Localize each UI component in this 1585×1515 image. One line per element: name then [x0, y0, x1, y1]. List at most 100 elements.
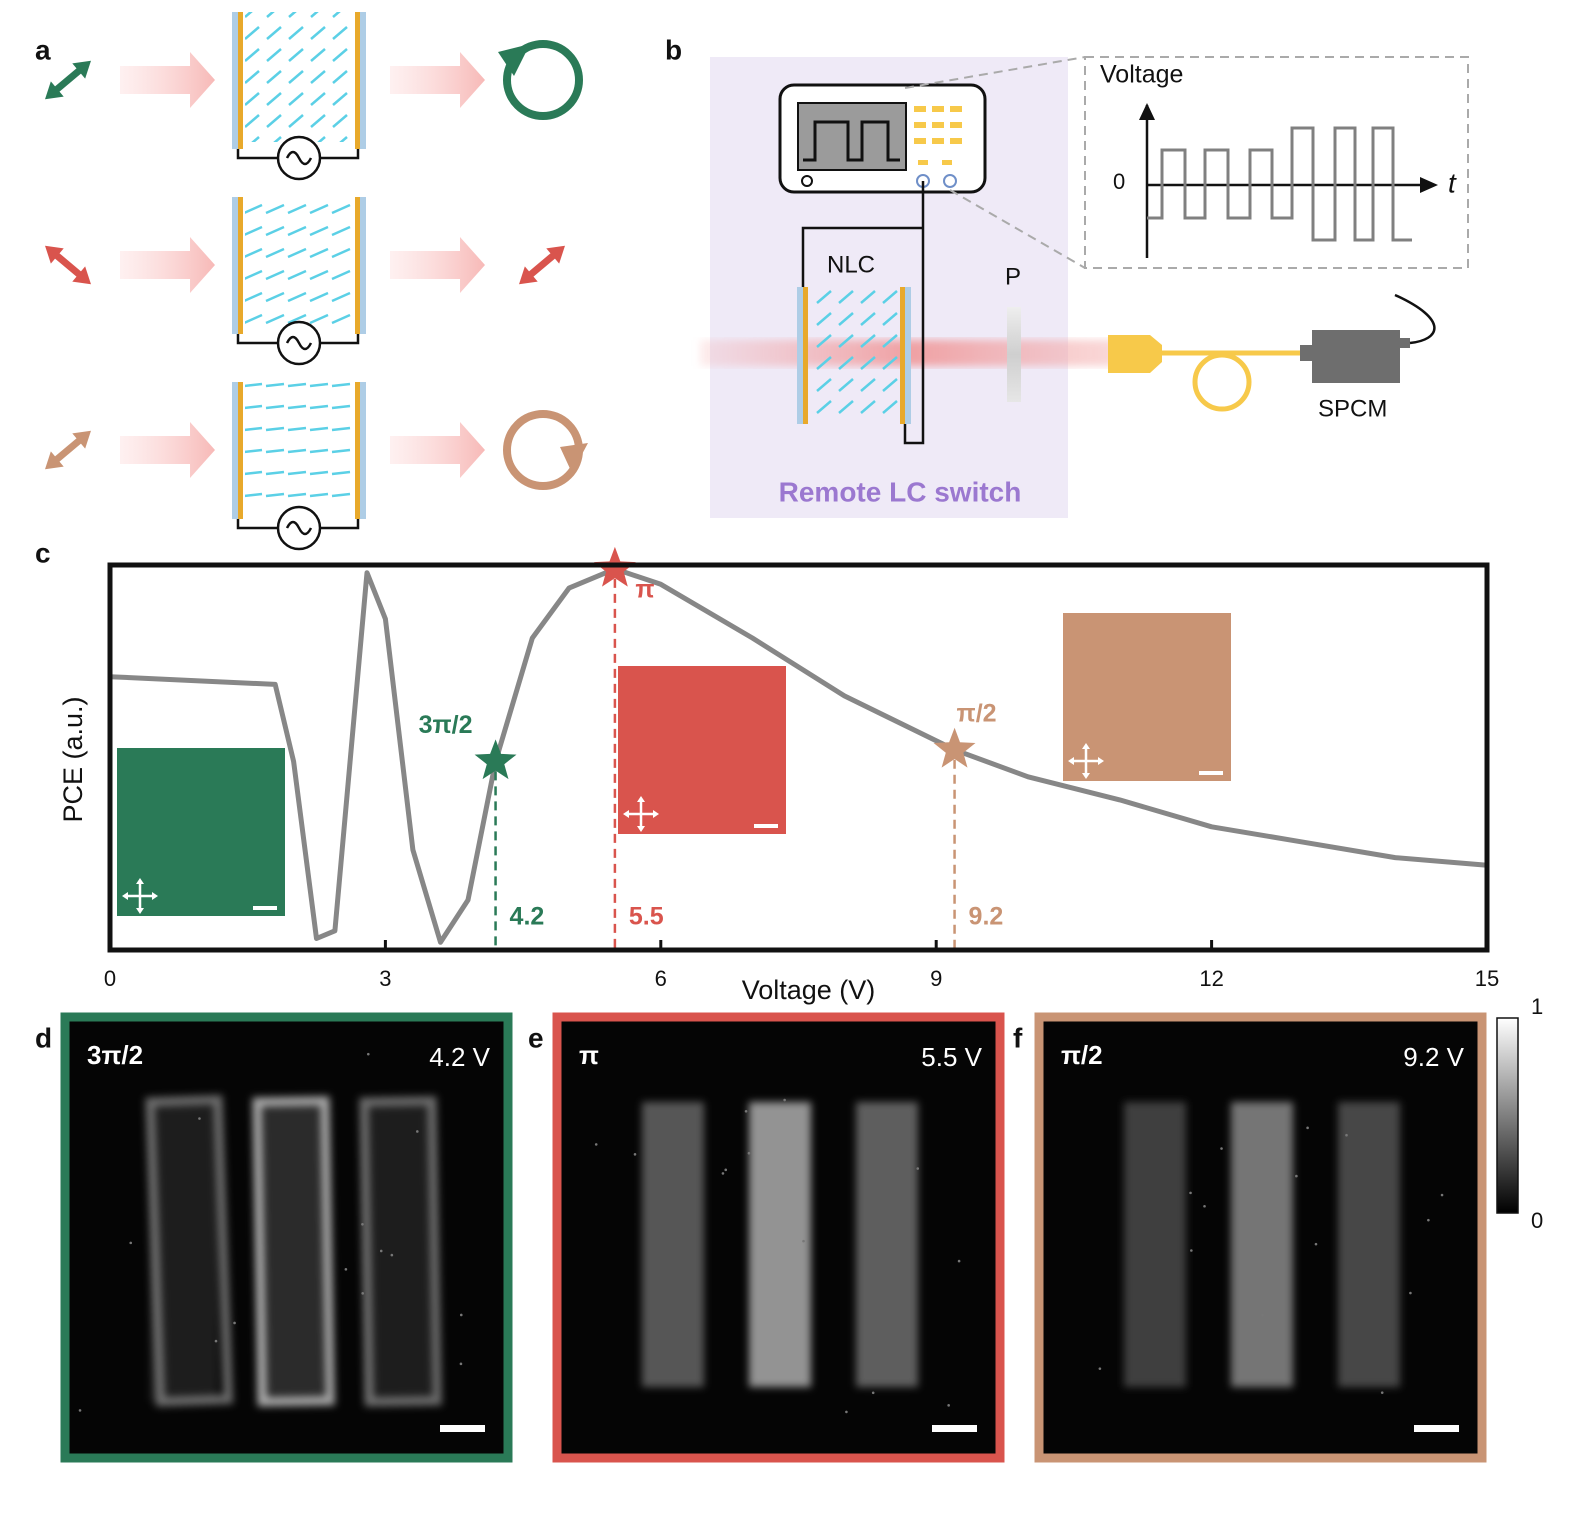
stripe — [642, 1102, 704, 1387]
polarization — [49, 433, 87, 467]
scale-bar — [440, 1425, 485, 1432]
panel-label: e — [528, 1022, 544, 1053]
electrode — [238, 12, 243, 149]
substrate — [905, 287, 911, 424]
cell-label: NLC — [827, 251, 875, 278]
scope-time: t — [1448, 167, 1457, 198]
noise — [1190, 1249, 1193, 1252]
arrowhead — [560, 443, 588, 473]
noise — [1306, 1126, 1309, 1130]
scope-zero: 0 — [1113, 169, 1125, 194]
ac-symbol — [285, 520, 313, 536]
substrate — [360, 12, 366, 149]
scale-bar — [1199, 771, 1223, 775]
x-tick-label: 9 — [930, 966, 942, 991]
inset-image — [1063, 613, 1231, 781]
circular-polarization — [503, 40, 583, 120]
noise — [379, 1249, 383, 1253]
scope-wave — [1147, 126, 1412, 242]
polarizer — [1007, 307, 1021, 402]
voltage-label: 5.5 — [629, 903, 664, 931]
beam-arrow — [120, 422, 215, 478]
connector — [1300, 345, 1314, 361]
panel-label: d — [35, 1022, 52, 1053]
fiber-loop — [1192, 352, 1252, 412]
cable — [1394, 293, 1436, 345]
scale-bar — [253, 906, 277, 910]
colorbar-min: 0 — [1531, 1208, 1543, 1233]
stripe — [856, 1102, 918, 1387]
arrowhead — [546, 245, 565, 264]
noise — [366, 1052, 370, 1056]
electrode — [900, 287, 905, 424]
panel-label: b — [665, 34, 682, 65]
panel-label: f — [1013, 1022, 1023, 1053]
voltage-label: 4.2 V — [429, 1042, 490, 1072]
noise — [747, 1151, 751, 1155]
polarization — [49, 248, 87, 282]
crosshair — [626, 799, 656, 829]
voltage-label: 9.2 V — [1403, 1042, 1464, 1072]
arrowhead — [45, 245, 64, 264]
stripe — [1338, 1102, 1400, 1387]
zoom-lines — [904, 56, 1086, 269]
scope-axes — [1145, 105, 1432, 258]
x-tick-label: 15 — [1475, 966, 1499, 991]
phase-label: π — [579, 1040, 599, 1070]
beam-arrow — [390, 237, 485, 293]
spcm — [1312, 330, 1400, 383]
noise — [916, 1167, 920, 1170]
electrode — [238, 382, 243, 519]
electrode — [355, 197, 360, 334]
electrode — [355, 382, 360, 519]
x-tick-label: 6 — [655, 966, 667, 991]
ac-symbol — [285, 150, 313, 166]
liquid-crystal — [245, 382, 353, 512]
noise — [233, 1321, 236, 1325]
noise — [1261, 1313, 1264, 1317]
noise — [344, 1268, 348, 1271]
noise — [459, 1362, 463, 1366]
stripes — [642, 1102, 918, 1387]
electrode — [803, 287, 808, 424]
x-axis-label: Voltage (V) — [742, 975, 876, 1005]
polarizer-label: P — [1005, 263, 1021, 290]
noise — [459, 1313, 463, 1317]
beam-arrow — [390, 52, 485, 108]
liquid-crystal — [245, 197, 353, 327]
noise — [1440, 1193, 1444, 1197]
noise — [361, 1223, 364, 1226]
panel-b: Voltage 0 t NLC P SPCM Remote LC switch — [700, 56, 1469, 518]
noise — [78, 1409, 82, 1412]
substrate — [232, 197, 238, 334]
caption: Remote LC switch — [779, 476, 1022, 507]
stripes — [145, 1094, 442, 1407]
fiber-coupler — [1108, 335, 1162, 373]
panels-d-f: 3π/2 4.2 V π 5.5 V π/2 9.2 V — [60, 1012, 1487, 1463]
panel-c: 0 3 6 9 12 15 Voltage (V) PCE (a.u.) 3π/2 4.2 π 5.5… — [58, 546, 1499, 1005]
noise — [946, 1053, 949, 1056]
beam-arrow — [390, 422, 485, 478]
y-axis-label: PCE (a.u.) — [58, 696, 88, 822]
arrowhead — [72, 430, 91, 449]
noise — [721, 1172, 725, 1175]
circuit — [236, 519, 360, 530]
circuit — [236, 334, 360, 345]
x-tick-label: 3 — [379, 966, 391, 991]
noise — [724, 1168, 728, 1172]
noise — [744, 1110, 748, 1113]
panel-label: c — [35, 537, 51, 568]
stripe-fill — [364, 1102, 432, 1402]
electrode — [355, 12, 360, 149]
noise — [1220, 1147, 1223, 1150]
substrate — [360, 197, 366, 334]
plot-frame — [107, 562, 1490, 953]
arrowhead — [498, 44, 530, 76]
stripes — [1124, 1102, 1400, 1387]
panel-label: a — [35, 34, 51, 65]
noise — [416, 1130, 419, 1133]
noise — [633, 1153, 637, 1156]
noise — [1409, 1291, 1412, 1295]
arrowhead — [519, 266, 538, 285]
